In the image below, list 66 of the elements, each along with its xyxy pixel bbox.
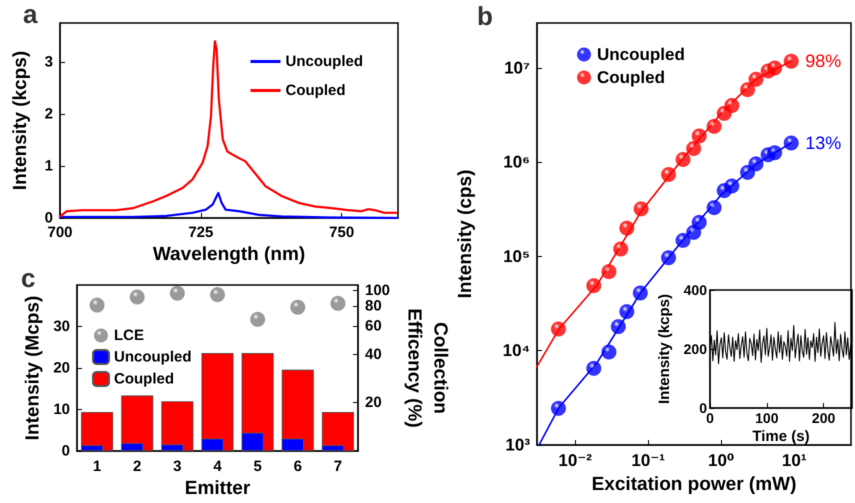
y-axis-title: Intensity (kcps) bbox=[10, 50, 31, 190]
legend-label: LCE bbox=[114, 327, 144, 344]
bar bbox=[201, 353, 234, 451]
x-tick-label: 10⁻² bbox=[558, 451, 592, 470]
y-tick-label: 400 bbox=[684, 282, 708, 298]
x-axis-title: Excitation power (mW) bbox=[592, 474, 796, 495]
point bbox=[130, 289, 145, 304]
annotation: 13% bbox=[805, 132, 842, 153]
x-tick-label: 1 bbox=[92, 458, 102, 475]
y2-tick-label: 20 bbox=[365, 394, 382, 412]
point bbox=[90, 298, 105, 313]
point bbox=[210, 287, 225, 302]
y-tick-label: 20 bbox=[53, 360, 70, 376]
x-tick-label: 700 bbox=[47, 224, 73, 241]
legend-label: Uncoupled bbox=[286, 53, 363, 70]
y2-tick-label: 100 bbox=[365, 282, 390, 299]
x-tick-label: 10¹ bbox=[782, 451, 807, 470]
y2-tick-label: 80 bbox=[365, 297, 382, 314]
y-tick-label: 10⁷ bbox=[504, 58, 530, 78]
y-tick-label: 0 bbox=[44, 210, 53, 226]
annotation: 98% bbox=[805, 51, 842, 72]
x-tick-label: 4 bbox=[213, 458, 222, 475]
y-tick-label: 10⁵ bbox=[503, 246, 530, 266]
point bbox=[250, 312, 266, 327]
y-tick-label: 0 bbox=[699, 400, 708, 416]
chart-title: c bbox=[21, 263, 36, 293]
legend-label: Coupled bbox=[286, 82, 346, 99]
y-tick-label: 30 bbox=[53, 318, 70, 335]
x-tick-label: 750 bbox=[329, 224, 354, 241]
chart-title: b bbox=[477, 1, 493, 31]
legend-label: Coupled bbox=[114, 370, 174, 388]
y-tick-label: 3 bbox=[44, 54, 53, 70]
x-tick-label: 6 bbox=[294, 458, 302, 475]
y-tick-label: 200 bbox=[684, 341, 708, 357]
legend-label: Uncoupled bbox=[114, 348, 192, 366]
x-axis-title: Time (s) bbox=[752, 428, 810, 445]
y2-tick-label: 40 bbox=[365, 346, 382, 363]
x-tick-label: 2 bbox=[133, 458, 142, 475]
x-tick-label: 725 bbox=[188, 224, 214, 241]
y-tick-label: 10⁶ bbox=[503, 152, 530, 172]
x-axis-title: Wavelength (nm) bbox=[152, 244, 306, 265]
y-tick-label: 2 bbox=[44, 106, 53, 122]
x-tick-label: 10⁻¹ bbox=[631, 451, 666, 470]
point bbox=[170, 286, 185, 301]
x-tick-label: 200 bbox=[812, 410, 836, 426]
x-tick-label: 10⁰ bbox=[708, 451, 734, 470]
x-axis-title: Emitter bbox=[184, 478, 251, 499]
bar bbox=[161, 401, 194, 451]
y-axis-title: Intensity (cps) bbox=[455, 170, 476, 298]
y-axis-title: Intensity (Mcps) bbox=[22, 296, 44, 440]
legend-label: Coupled bbox=[597, 68, 665, 87]
x-tick-label: 3 bbox=[173, 458, 182, 475]
y-tick-label: 10³ bbox=[505, 436, 530, 454]
x-tick-label: 5 bbox=[253, 458, 262, 475]
point bbox=[330, 296, 346, 311]
y-axis-title: Intensity (kcps) bbox=[656, 294, 673, 404]
chart-title: a bbox=[23, 0, 38, 29]
y-tick-label: 1 bbox=[44, 158, 53, 174]
x-tick-label: 100 bbox=[755, 410, 779, 426]
y-tick-label: 10⁴ bbox=[502, 341, 530, 360]
y2-axis-title: Collection Efficency (%) bbox=[403, 308, 450, 428]
y2-tick-label: 60 bbox=[365, 318, 382, 335]
point bbox=[290, 300, 306, 315]
y-tick-label: 10 bbox=[53, 401, 70, 418]
legend-label: Uncoupled bbox=[597, 45, 685, 64]
x-tick-label: 7 bbox=[334, 458, 342, 475]
